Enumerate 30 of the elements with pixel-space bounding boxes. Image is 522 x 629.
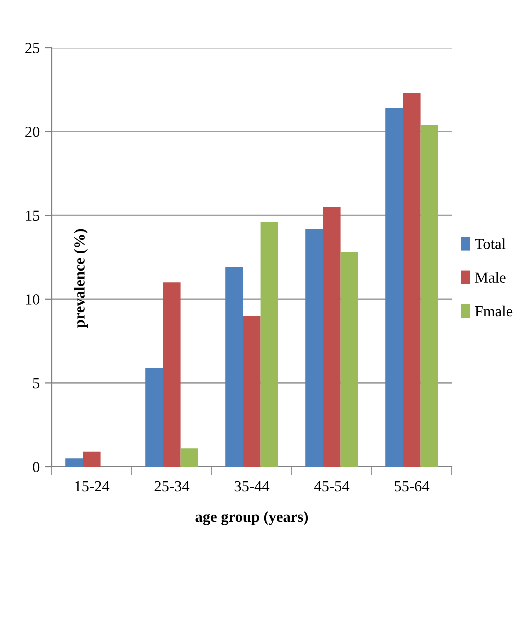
x-axis-title: age group (years)	[196, 511, 308, 526]
bar	[260, 222, 278, 467]
bar	[340, 252, 358, 467]
y-tick-label: 5	[33, 378, 40, 389]
bar	[420, 125, 438, 467]
y-tick-label: 20	[26, 126, 40, 138]
bar	[180, 448, 198, 467]
y-tick-label: 15	[26, 210, 40, 222]
bar	[323, 207, 341, 467]
legend-label: Total	[475, 238, 506, 250]
y-tick-label: 0	[33, 462, 40, 472]
bar	[83, 452, 101, 467]
y-tick-label: 10	[26, 294, 40, 305]
y-tick-label: 25	[26, 43, 40, 54]
x-tick-label: 15-24	[76, 481, 110, 492]
legend-label: Male	[475, 272, 506, 284]
x-tick-label: 55-64	[395, 481, 430, 492]
y-axis-title: prevalence (%)	[74, 229, 88, 328]
bar	[226, 268, 244, 467]
bar	[243, 316, 261, 467]
bar	[306, 229, 324, 467]
x-tick-label: 25-34	[154, 481, 190, 492]
x-tick-label: 35-44	[234, 481, 270, 492]
x-tick-label: 45-54	[314, 481, 350, 492]
bar	[146, 368, 164, 467]
bar	[386, 108, 404, 467]
bar	[66, 458, 84, 467]
bar	[403, 93, 421, 467]
legend-label: Fmale	[475, 306, 513, 317]
bar	[163, 282, 181, 467]
